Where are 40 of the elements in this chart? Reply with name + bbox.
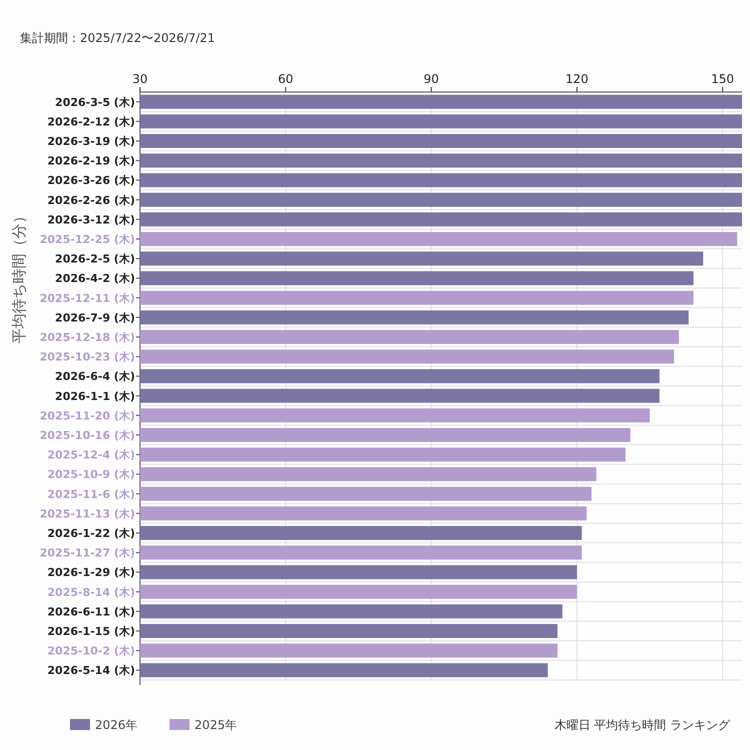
y-tick-label: 2025-12-18 (木) — [40, 331, 135, 344]
legend-label: 2026年 — [95, 718, 138, 732]
y-tick-label: 2026-3-5 (木) — [55, 96, 135, 109]
y-tick-label: 2026-3-26 (木) — [47, 174, 135, 188]
y-tick-label: 2026-1-1 (木) — [55, 390, 135, 403]
y-tick-label: 2025-11-6 (木) — [47, 488, 135, 501]
legend-label: 2025年 — [194, 718, 238, 732]
y-tick-label: 2026-5-14 (木) — [47, 664, 135, 678]
x-tick-label: 90 — [424, 72, 439, 86]
chart-subtitle: 集計期間：2025/7/22〜2026/7/21 — [20, 31, 216, 45]
text: 木曜日 平均待ち時間 ランキング — [554, 718, 731, 732]
x-tick-label: 120 — [565, 72, 588, 86]
x-tick-label: 30 — [132, 72, 148, 86]
y-tick-label: 2025-8-14 (木) — [47, 586, 135, 599]
y-tick-label: 2026-2-26 (木) — [47, 194, 135, 207]
y-tick-label: 2026-1-22 (木) — [47, 527, 135, 540]
x-tick-label: 150 — [711, 72, 734, 86]
y-tick-label: 2026-1-29 (木) — [47, 566, 135, 580]
y-tick-label: 2026-2-12 (木) — [47, 115, 135, 128]
y-tick-label: 2025-11-13 (木) — [40, 507, 135, 520]
y-tick-label: 2026-4-2 (木) — [55, 272, 135, 286]
y-tick-label: 2026-3-12 (木) — [47, 213, 135, 226]
y-tick-label: 2025-10-9 (木) — [47, 468, 135, 482]
y-tick-label: 2025-12-4 (木) — [47, 448, 135, 462]
y-tick-label: 2026-2-5 (木) — [55, 252, 135, 266]
y-tick-label: 2026-2-19 (木) — [47, 154, 135, 168]
y-tick-label: 2025-10-23 (木) — [40, 350, 135, 364]
y-axis-title: 平均待ち時間（分） — [10, 208, 28, 344]
y-tick-label: 2026-1-15 (木) — [47, 625, 135, 638]
y-tick-label: 2026-6-4 (木) — [55, 370, 135, 384]
y-tick-label: 2026-3-19 (木) — [47, 135, 135, 148]
y-tick-label: 2025-11-20 (木) — [40, 409, 135, 422]
y-tick-label: 2025-10-2 (木) — [47, 644, 135, 658]
y-tick-label: 2025-12-11 (木) — [40, 292, 135, 305]
y-tick-label: 2026-7-9 (木) — [55, 311, 135, 324]
y-tick-label: 2026-6-11 (木) — [47, 605, 135, 618]
y-tick-label: 2025-10-16 (木) — [40, 429, 135, 442]
y-tick-label: 2025-11-27 (木) — [40, 546, 135, 560]
y-tick-label: 2025-12-25 (木) — [40, 233, 135, 246]
x-tick-label: 60 — [278, 72, 294, 86]
